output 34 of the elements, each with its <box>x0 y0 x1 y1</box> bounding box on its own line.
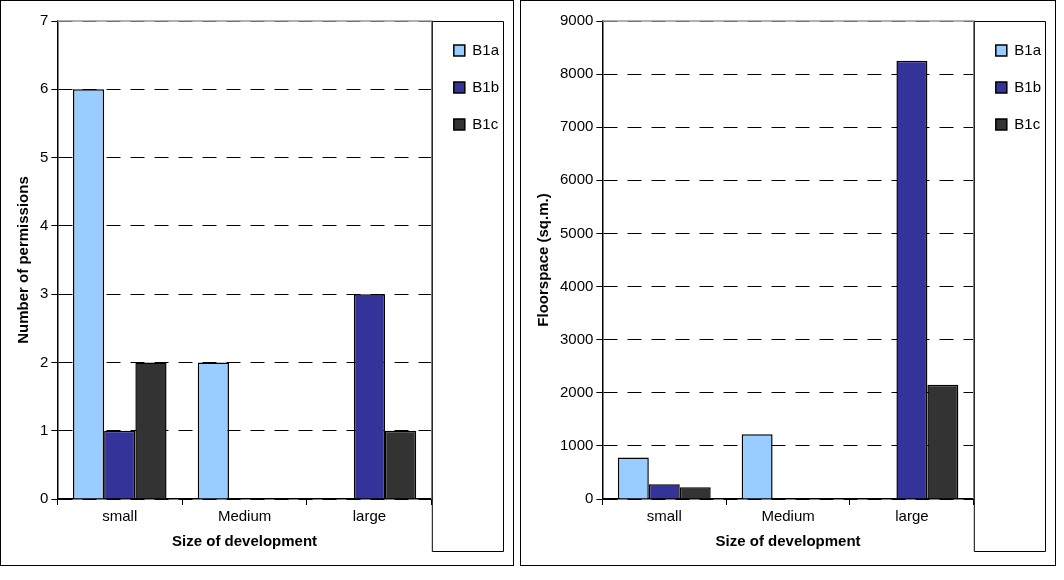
x-tick-label: small <box>646 507 682 525</box>
y-tick-label: 2 <box>40 352 49 370</box>
x-tick-label: Medium <box>217 507 272 525</box>
x-tick-label: small <box>102 507 138 525</box>
y-tick-label: 7 <box>40 11 49 29</box>
legend-label: B1b <box>1014 77 1042 95</box>
y-tick-label: 6 <box>40 79 49 97</box>
y-tick-label: 4000 <box>559 276 594 294</box>
y-tick-label: 1 <box>40 420 49 438</box>
legend-label: B1c <box>472 114 499 132</box>
y-tick-label: 1000 <box>559 436 594 454</box>
legend-label: B1a <box>472 40 500 58</box>
x-tick-label: large <box>352 507 387 525</box>
y-axis-title: Floorspace (sq.m.) <box>534 193 552 327</box>
x-tick-label: Medium <box>761 507 815 525</box>
y-tick-label: 9000 <box>559 11 594 29</box>
y-tick-label: 8000 <box>559 64 594 82</box>
legend-label: B1b <box>472 77 500 95</box>
legend-label: B1c <box>1014 114 1041 132</box>
y-tick-label: 4 <box>40 216 49 233</box>
y-tick-label: 5 <box>40 147 49 165</box>
y-axis-title: Number of permissions <box>14 176 32 344</box>
y-tick-label: 3 <box>40 284 49 302</box>
y-tick-label: 5000 <box>559 223 594 241</box>
y-tick-label: 0 <box>40 489 49 507</box>
y-tick-label: 2000 <box>559 382 594 400</box>
x-tick-label: large <box>895 507 929 525</box>
x-axis-title: Size of development <box>715 532 861 550</box>
legend-label: B1a <box>1014 40 1042 58</box>
y-tick-label: 7000 <box>559 117 594 135</box>
y-tick-label: 0 <box>585 489 594 507</box>
y-tick-label: 6000 <box>559 170 594 188</box>
x-axis-title: Size of development <box>172 532 318 550</box>
y-tick-label: 3000 <box>559 329 594 347</box>
